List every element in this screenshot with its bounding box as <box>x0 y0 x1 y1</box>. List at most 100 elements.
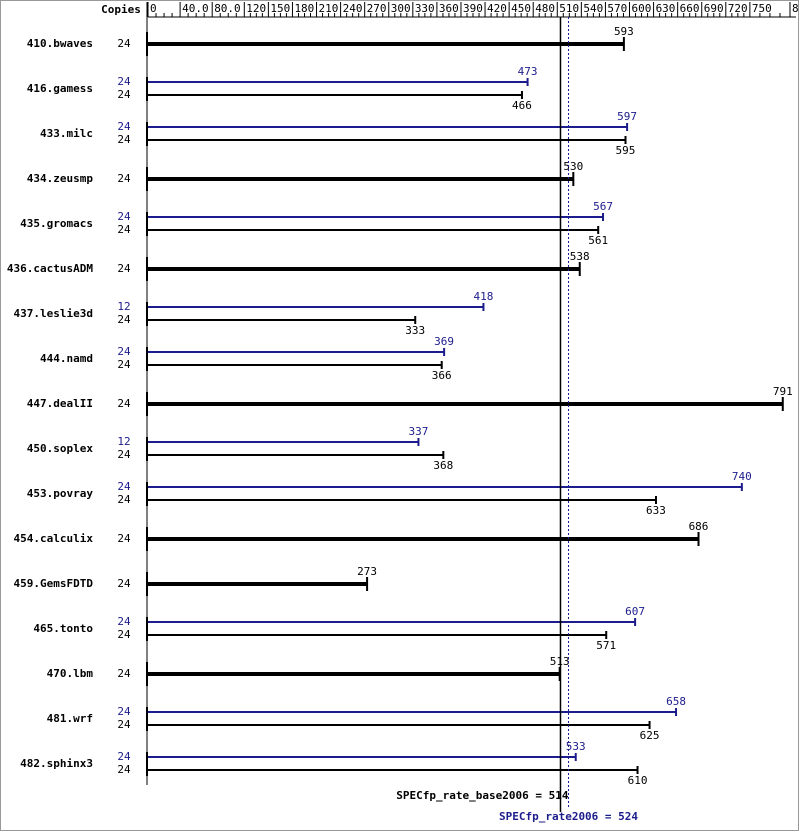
x-tick-label: 80.0 <box>214 2 241 15</box>
copies: 24 <box>117 628 131 641</box>
value-label: 597 <box>617 110 637 123</box>
x-tick-label: 540 <box>583 2 603 15</box>
benchmark-name: 434.zeusmp <box>27 172 94 185</box>
copies: 24 <box>117 763 131 776</box>
bar <box>148 672 560 676</box>
bar <box>148 364 442 366</box>
benchmark-name: 450.soplex <box>27 442 94 455</box>
bar <box>148 216 604 218</box>
benchmark-name: 481.wrf <box>47 712 93 725</box>
copies: 24 <box>117 262 131 275</box>
value-label: 337 <box>409 425 429 438</box>
x-tick-label: 0 <box>150 2 157 15</box>
x-tick-label: 690 <box>704 2 724 15</box>
bar <box>148 402 783 406</box>
value-label: 567 <box>593 200 613 213</box>
value-label: 791 <box>773 385 793 398</box>
value-label: 369 <box>434 335 454 348</box>
bar <box>148 582 368 586</box>
bar <box>148 486 742 488</box>
bar <box>148 306 484 308</box>
bar <box>148 441 419 443</box>
copies: 24 <box>117 750 131 763</box>
benchmark-name: 482.sphinx3 <box>20 757 93 770</box>
bar <box>148 351 445 353</box>
benchmark-name: 444.namd <box>40 352 93 365</box>
x-tick-label: 330 <box>415 2 435 15</box>
bar <box>148 499 656 501</box>
copies: 24 <box>117 397 131 410</box>
x-tick-label: 120 <box>246 2 266 15</box>
bar <box>148 634 607 636</box>
reference-label: SPECfp_rate2006 = 524 <box>499 810 638 823</box>
value-label: 686 <box>689 520 709 533</box>
bar <box>148 177 574 181</box>
value-label: 593 <box>614 25 634 38</box>
bar <box>148 537 699 541</box>
value-label: 571 <box>596 639 616 652</box>
x-tick-label: 360 <box>439 2 459 15</box>
reference-label: SPECfp_rate_base2006 = 514 <box>396 789 569 802</box>
value-label: 538 <box>570 250 590 263</box>
value-label: 418 <box>474 290 494 303</box>
bar <box>148 756 576 758</box>
value-label: 625 <box>640 729 660 742</box>
benchmark-name: 410.bwaves <box>27 37 93 50</box>
copies: 24 <box>117 37 131 50</box>
bar <box>148 81 528 83</box>
x-tick-label: 480 <box>535 2 555 15</box>
value-label: 333 <box>405 324 425 337</box>
bar <box>148 267 580 271</box>
value-label: 595 <box>616 144 636 157</box>
value-label: 607 <box>625 605 645 618</box>
x-tick-label: 660 <box>680 2 700 15</box>
x-tick-label: 450 <box>511 2 531 15</box>
copies: 24 <box>117 532 131 545</box>
value-label: 513 <box>550 655 570 668</box>
x-tick-label: 510 <box>559 2 579 15</box>
copies: 24 <box>117 313 131 326</box>
value-label: 610 <box>628 774 648 787</box>
copies: 24 <box>117 615 131 628</box>
value-label: 740 <box>732 470 752 483</box>
benchmark-name: 416.gamess <box>27 82 93 95</box>
bar <box>148 454 444 456</box>
value-label: 633 <box>646 504 666 517</box>
benchmark-name: 435.gromacs <box>20 217 93 230</box>
benchmark-name: 453.povray <box>27 487 94 500</box>
x-tick-label: 240 <box>343 2 363 15</box>
copies: 24 <box>117 705 131 718</box>
copies-header: Copies <box>101 3 141 16</box>
copies: 24 <box>117 577 131 590</box>
x-tick-label: 300 <box>391 2 411 15</box>
copies: 24 <box>117 120 131 133</box>
copies: 12 <box>117 300 130 313</box>
benchmark-name: 465.tonto <box>33 622 93 635</box>
x-tick-label: 750 <box>752 2 772 15</box>
bar <box>148 621 636 623</box>
x-tick-label: 720 <box>728 2 748 15</box>
copies: 24 <box>117 345 131 358</box>
value-label: 466 <box>512 99 532 112</box>
benchmark-name: 436.cactusADM <box>7 262 93 275</box>
value-label: 530 <box>563 160 583 173</box>
x-tick-label: 420 <box>487 2 507 15</box>
value-label: 366 <box>432 369 452 382</box>
value-label: 561 <box>588 234 608 247</box>
benchmark-name: 433.milc <box>40 127 93 140</box>
value-label: 658 <box>666 695 686 708</box>
bar <box>148 139 626 141</box>
copies: 24 <box>117 718 131 731</box>
x-tick-label: 600 <box>632 2 652 15</box>
x-tick-label: 390 <box>463 2 483 15</box>
benchmark-name: 454.calculix <box>14 532 94 545</box>
copies: 24 <box>117 480 131 493</box>
x-tick-label: 800 <box>792 2 799 15</box>
value-label: 533 <box>566 740 586 753</box>
bar <box>148 42 624 46</box>
x-tick-label: 270 <box>367 2 387 15</box>
x-tick-label: 630 <box>656 2 676 15</box>
benchmark-name: 470.lbm <box>47 667 94 680</box>
bar <box>148 94 522 96</box>
